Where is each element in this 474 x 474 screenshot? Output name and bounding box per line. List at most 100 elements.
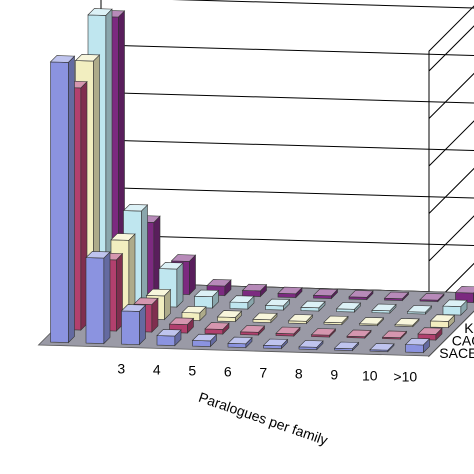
bar-cagl-5 <box>204 322 230 335</box>
bar-side <box>68 55 75 344</box>
bar-top <box>145 288 172 297</box>
bar-front <box>442 305 462 316</box>
x-axis-title: Paralogues per family <box>197 389 330 448</box>
bar-sace-5 <box>191 333 218 348</box>
bar-sace-3 <box>120 304 147 346</box>
bar-cagl-4 <box>168 317 195 334</box>
bar-top <box>310 328 337 336</box>
bar-top <box>394 318 420 326</box>
bar-top <box>381 330 408 339</box>
bar-yali-6 <box>277 286 303 299</box>
bar-front <box>85 257 105 344</box>
bar-klla-gt10 <box>429 314 456 329</box>
gridline-100 <box>100 234 474 309</box>
bar-top <box>358 317 385 325</box>
bar-top <box>168 317 195 325</box>
gridline-300 <box>100 139 474 214</box>
bar-yali-9 <box>383 291 410 302</box>
bar-top <box>335 302 362 310</box>
bar-top <box>133 297 159 305</box>
bar-deha-9 <box>371 303 397 314</box>
series-label: CAGL (35.1) <box>452 332 474 348</box>
series-label: SACE (44.2) <box>439 345 474 361</box>
x-tick-label: 5 <box>188 363 196 379</box>
bar-sace-2 <box>85 251 111 345</box>
bar-cagl-gt10 <box>417 327 443 341</box>
bar-top <box>120 304 147 312</box>
series-labels: SACE (44.2)CAGL (35.1)KLLA (31.8)DEHA (5… <box>439 320 474 361</box>
bar-top <box>252 312 278 321</box>
bar-sace-1 <box>49 55 76 344</box>
bar-sace-10 <box>369 343 395 353</box>
bar-klla-7 <box>287 314 314 325</box>
x-tick-label: 9 <box>330 367 338 383</box>
bar-front <box>405 344 424 353</box>
bar-deha-6 <box>264 298 291 311</box>
bar-front <box>204 328 224 335</box>
bar-yali-8 <box>348 290 374 301</box>
gridline-400 <box>100 92 474 167</box>
bar-side <box>176 262 184 308</box>
series-label: KLLA (31.8) <box>464 320 474 336</box>
bar-top <box>417 327 443 335</box>
bar-front <box>192 340 211 347</box>
bar-top <box>323 315 349 324</box>
bar-side <box>103 251 111 345</box>
x-tick-label: 4 <box>153 362 161 378</box>
bar-top <box>193 289 220 298</box>
bar-top <box>241 283 268 292</box>
bar-top <box>204 322 230 330</box>
bar-top <box>156 329 182 337</box>
bar-top <box>227 336 253 345</box>
bar-deha-8 <box>335 302 362 313</box>
bar-top <box>206 279 232 287</box>
bar-top <box>287 314 314 322</box>
bar-top <box>181 305 207 314</box>
bar-top <box>369 343 395 351</box>
bar-top <box>262 338 289 347</box>
bar-top <box>298 340 324 348</box>
bar-sace-9 <box>333 341 360 352</box>
bar-cagl-7 <box>275 326 301 337</box>
bar-top <box>85 251 111 259</box>
bar-top <box>110 233 136 241</box>
bar-deha-4 <box>193 289 220 309</box>
bar-top <box>429 314 456 322</box>
bar-deha-gt10 <box>442 299 468 316</box>
x-tick-label: 7 <box>259 365 267 381</box>
bar-sace-6 <box>227 336 253 349</box>
bar-deha-5 <box>229 295 255 310</box>
bar-sace-8 <box>298 340 324 351</box>
bar-top <box>419 293 445 301</box>
bar-top <box>229 295 255 303</box>
bar-front <box>50 61 69 343</box>
bar-top <box>191 333 218 342</box>
bar-front <box>121 310 140 345</box>
bar-top <box>312 288 339 297</box>
x-tick-label: 6 <box>224 364 232 380</box>
bar-klla-9 <box>358 317 385 327</box>
bar-sace-7 <box>262 338 289 350</box>
x-tick-label: 8 <box>295 366 303 382</box>
bar-klla-6 <box>252 312 278 324</box>
bar-front <box>430 320 449 328</box>
bar-top <box>277 286 303 295</box>
bar-cagl-8 <box>310 328 337 338</box>
bar-sace-gt10 <box>404 337 431 354</box>
bar-top <box>122 204 149 212</box>
bar-side <box>141 204 148 307</box>
bar-top <box>275 326 301 335</box>
bar-cagl-10 <box>381 330 408 340</box>
bar-top <box>442 299 468 307</box>
bar-yali-7 <box>312 288 339 300</box>
bar-top <box>348 290 374 298</box>
bar-cagl-9 <box>346 329 372 339</box>
bar-top <box>158 262 184 270</box>
x-tick-label: 3 <box>117 361 125 377</box>
bar-klla-8 <box>323 315 349 326</box>
bar-top <box>216 310 243 318</box>
bar-cagl-6 <box>239 325 266 336</box>
bar-top <box>264 298 291 307</box>
bar-top <box>404 337 431 346</box>
